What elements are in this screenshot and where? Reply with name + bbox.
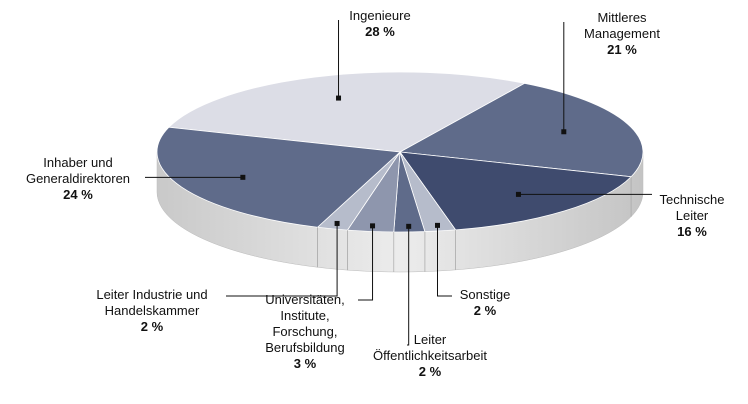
value-label: 2 %: [140, 319, 164, 334]
slice-label: Ingenieure 28 %: [300, 8, 460, 40]
leader-line: [226, 223, 338, 297]
slice-label: Inhaber und Generaldirektoren 24 %: [0, 155, 158, 203]
slice-label: Universitäten, Institute, Forschung, Ber…: [225, 292, 385, 372]
value-label: 21 %: [607, 42, 637, 57]
pie-slice: [399, 151, 632, 231]
slice-label: Mittleres Management 21 %: [542, 10, 702, 58]
leader-dot: [406, 223, 412, 229]
value-label: 28 %: [365, 24, 395, 39]
slice-label: Leiter Öffentlichkeitsarbeit 2 %: [350, 332, 510, 380]
leader-dot: [515, 191, 521, 197]
slice-label: Leiter Industrie und Handelskammer 2 %: [72, 287, 232, 335]
slice-label: Sonstige 2 %: [405, 287, 565, 319]
leader-line: [436, 225, 452, 297]
leader-line: [407, 226, 410, 346]
value-label: 24 %: [63, 187, 93, 202]
category-label: Leiter Öffentlichkeitsarbeit: [373, 332, 487, 363]
category-label: Ingenieure: [349, 8, 411, 23]
leader-line: [358, 225, 374, 301]
value-label: 2 %: [418, 364, 442, 379]
value-label: 16 %: [677, 224, 707, 239]
category-label: Universitäten, Institute, Forschung, Ber…: [265, 292, 345, 355]
category-label: Sonstige: [459, 287, 511, 302]
pie-slice: [398, 82, 644, 178]
value-label: 2 %: [473, 303, 497, 318]
leader-dot: [370, 223, 376, 229]
leader-dot: [434, 222, 440, 228]
leader-dot: [561, 129, 567, 135]
slice-label: Technische Leiter 16 %: [612, 192, 748, 240]
leader-dot: [334, 220, 340, 226]
category-label: Leiter Industrie und Handelskammer: [96, 287, 208, 318]
category-label: Inhaber und Generaldirektoren: [25, 155, 131, 186]
category-label: Technische Leiter: [659, 192, 725, 223]
value-label: 3 %: [293, 356, 317, 371]
leader-dot: [240, 174, 246, 180]
pie-slice: [156, 126, 401, 228]
leader-dot: [336, 95, 342, 101]
category-label: Mittleres Management: [584, 10, 660, 41]
